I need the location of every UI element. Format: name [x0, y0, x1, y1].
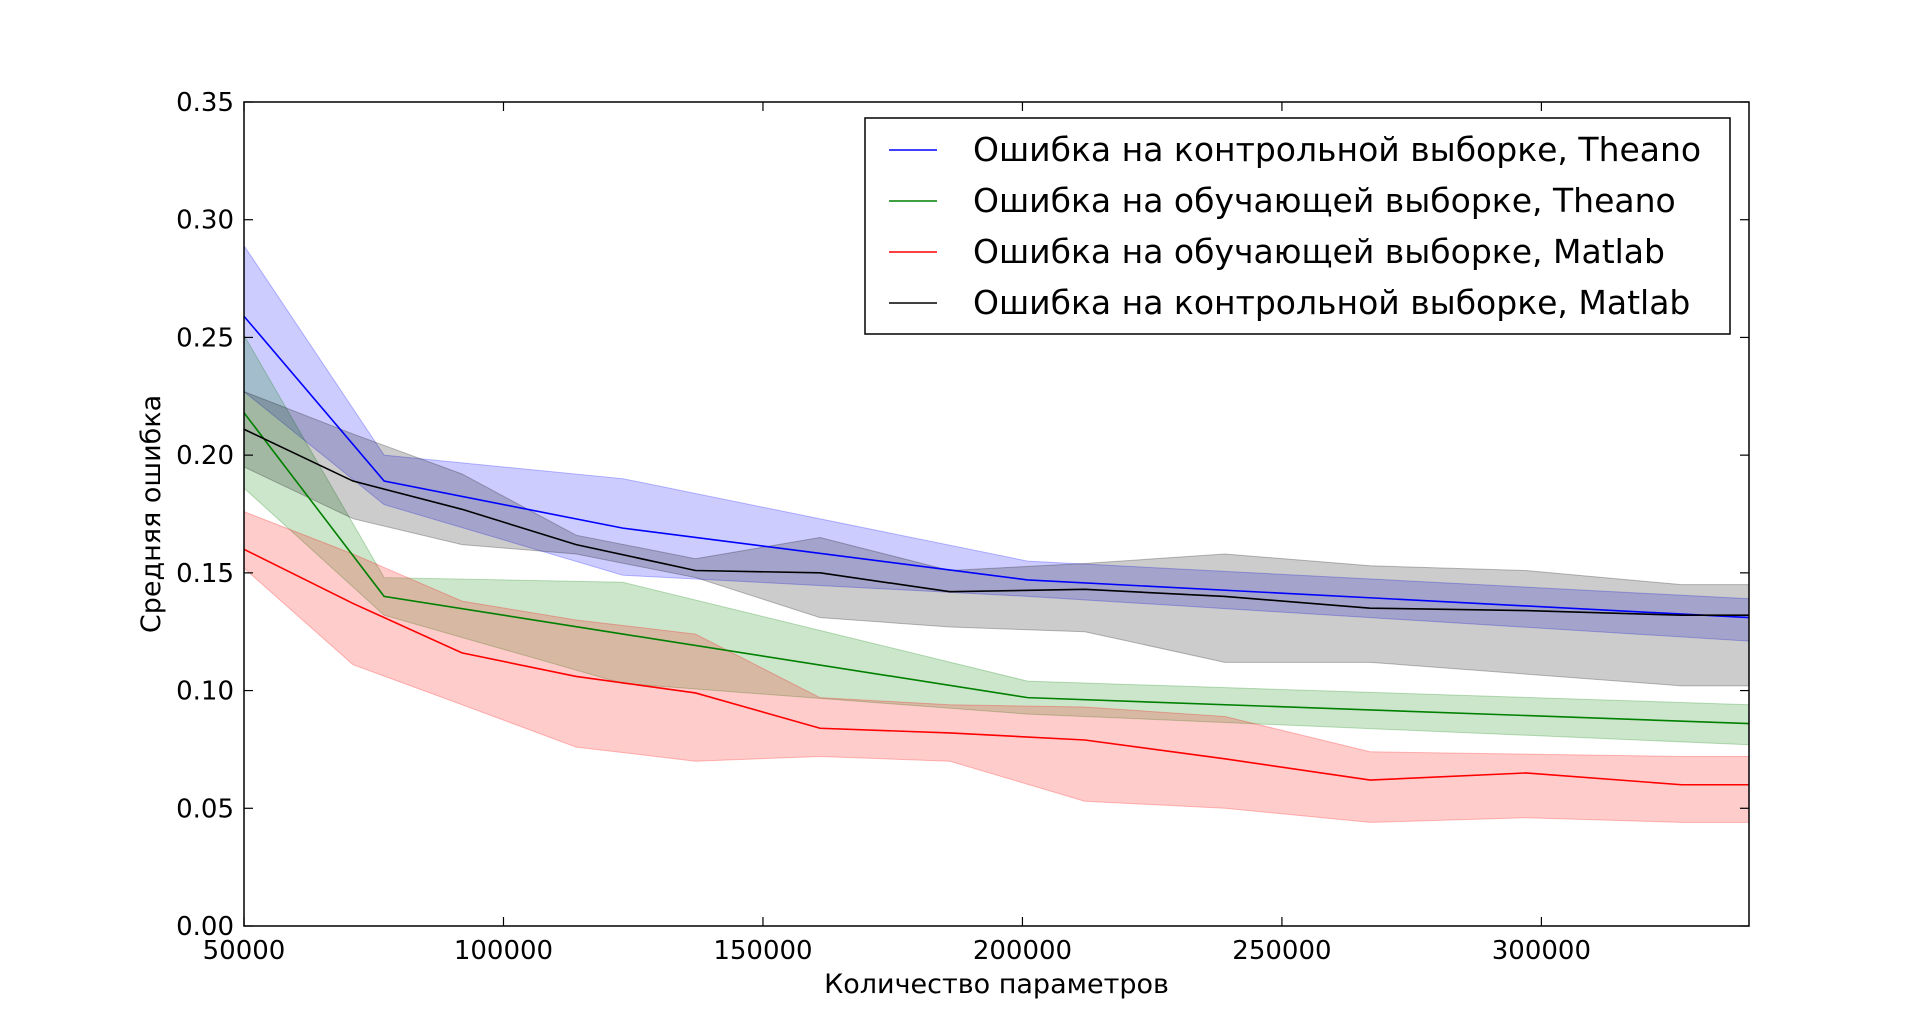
y-axis-label: Средняя ошибка [136, 395, 167, 633]
x-tick-label: 200000 [973, 936, 1072, 966]
y-tick-label: 0.05 [176, 794, 234, 824]
legend-box [864, 117, 1731, 335]
y-tick-label: 0.10 [176, 677, 234, 707]
y-tick-label: 0.00 [176, 912, 234, 942]
legend: Ошибка на контрольной выборке, Theano Оши… [864, 117, 1731, 335]
x-tick-label: 250000 [1232, 936, 1331, 966]
legend-label-4: Ошибка на контрольной выборке, Matlab [973, 283, 1690, 322]
y-tick-label: 0.35 [176, 88, 234, 118]
line-series-4 [243, 428, 1749, 617]
plot-area-frame [243, 101, 1750, 927]
y-tick-label: 0.25 [176, 323, 234, 353]
legend-label-3: Ошибка на обучающей выборке, Matlab [973, 232, 1665, 271]
x-tick-label: 100000 [454, 936, 553, 966]
y-tick-label: 0.30 [176, 206, 234, 236]
x-tick-label: 300000 [1492, 936, 1591, 966]
x-tick-label: 50000 [203, 936, 286, 966]
y-tick-label: 0.15 [176, 559, 234, 589]
legend-label-1: Ошибка на контрольной выборке, Theano [973, 130, 1701, 169]
line-series-3 [243, 548, 1749, 786]
legend-label-2: Ошибка на обучающей выборке, Theano [973, 181, 1676, 220]
axis-ticks [243, 101, 1749, 927]
line-series-2 [243, 412, 1750, 725]
tick-labels: 50000 100000 150000 200000 250000 300000 0.00 0… [176, 88, 1591, 966]
series-lines [243, 315, 1750, 786]
y-tick-label: 0.20 [176, 441, 234, 471]
x-tick-label: 150000 [713, 936, 812, 966]
x-axis-label: Количество параметров [824, 969, 1169, 1000]
line-series-1 [243, 315, 1750, 619]
